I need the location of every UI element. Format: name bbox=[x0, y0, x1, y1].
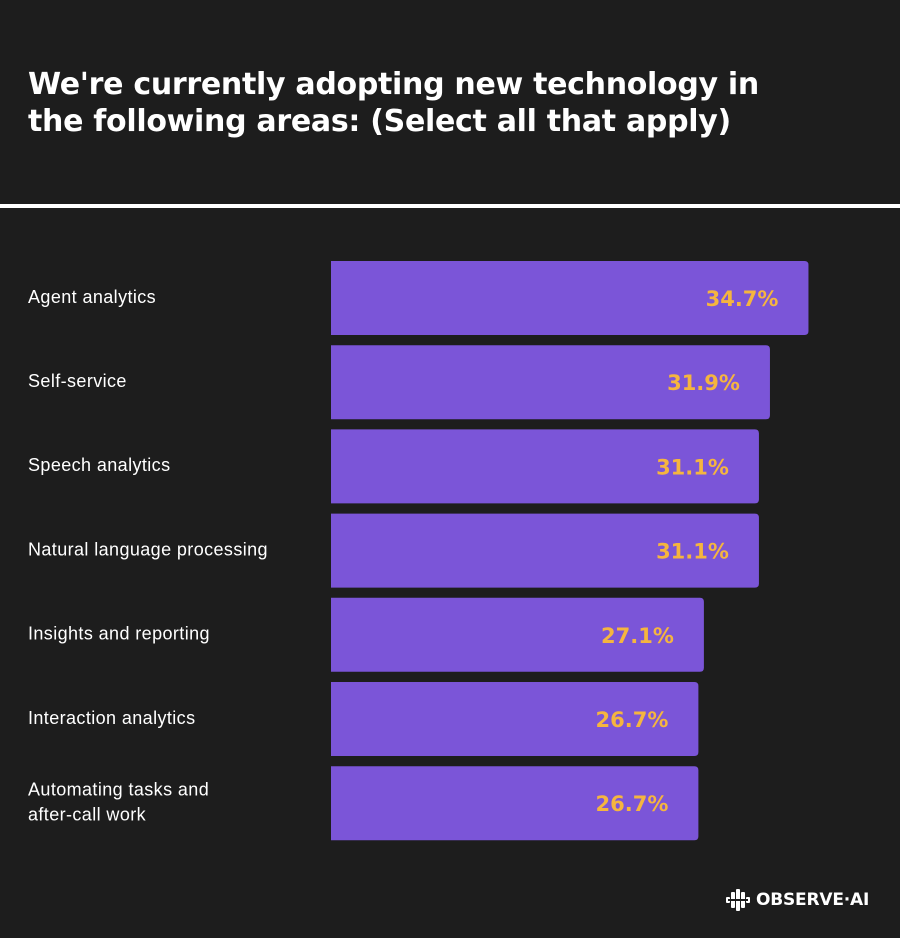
bar bbox=[331, 345, 770, 420]
bar-value-label: 31.1% bbox=[656, 455, 729, 479]
category-label-line: Insights and reporting bbox=[28, 624, 210, 644]
observe-ai-logo-icon bbox=[726, 889, 750, 911]
bar bbox=[331, 513, 759, 588]
category-label-line: Automating tasks and bbox=[28, 779, 209, 799]
bar-value-label: 26.7% bbox=[596, 792, 669, 816]
category-label: Speech analytics bbox=[28, 455, 170, 475]
category-label-line: Self-service bbox=[28, 371, 127, 391]
category-label-line: Interaction analytics bbox=[28, 708, 195, 728]
category-label-line: after-call work bbox=[28, 804, 147, 824]
bar-value-label: 34.7% bbox=[706, 287, 779, 311]
category-label-line: Agent analytics bbox=[28, 287, 156, 307]
category-label: Insights and reporting bbox=[28, 624, 210, 644]
bar-value-label: 26.7% bbox=[596, 708, 669, 732]
title-divider bbox=[0, 204, 900, 208]
bar bbox=[331, 597, 704, 672]
bar bbox=[331, 261, 809, 335]
category-label: Automating tasks and after-call work bbox=[28, 779, 209, 824]
category-label: Self-service bbox=[28, 371, 127, 391]
observe-ai-logo: OBSERVE·AI bbox=[726, 886, 869, 914]
category-label: Natural language processing bbox=[28, 539, 268, 559]
bar bbox=[331, 429, 759, 504]
bar-value-label: 31.9% bbox=[667, 371, 740, 395]
bar bbox=[331, 766, 699, 841]
category-label: Interaction analytics bbox=[28, 708, 195, 728]
bar-value-label: 31.1% bbox=[656, 540, 729, 564]
category-label-line: Speech analytics bbox=[28, 455, 170, 475]
bar-value-label: 27.1% bbox=[601, 624, 674, 648]
category-label: Agent analytics bbox=[28, 287, 156, 307]
category-label-line: Natural language processing bbox=[28, 539, 268, 559]
observe-ai-logo-text: OBSERVE·AI bbox=[756, 890, 870, 910]
chart-title: We're currently adopting new technology … bbox=[28, 67, 759, 139]
bar bbox=[331, 682, 699, 756]
